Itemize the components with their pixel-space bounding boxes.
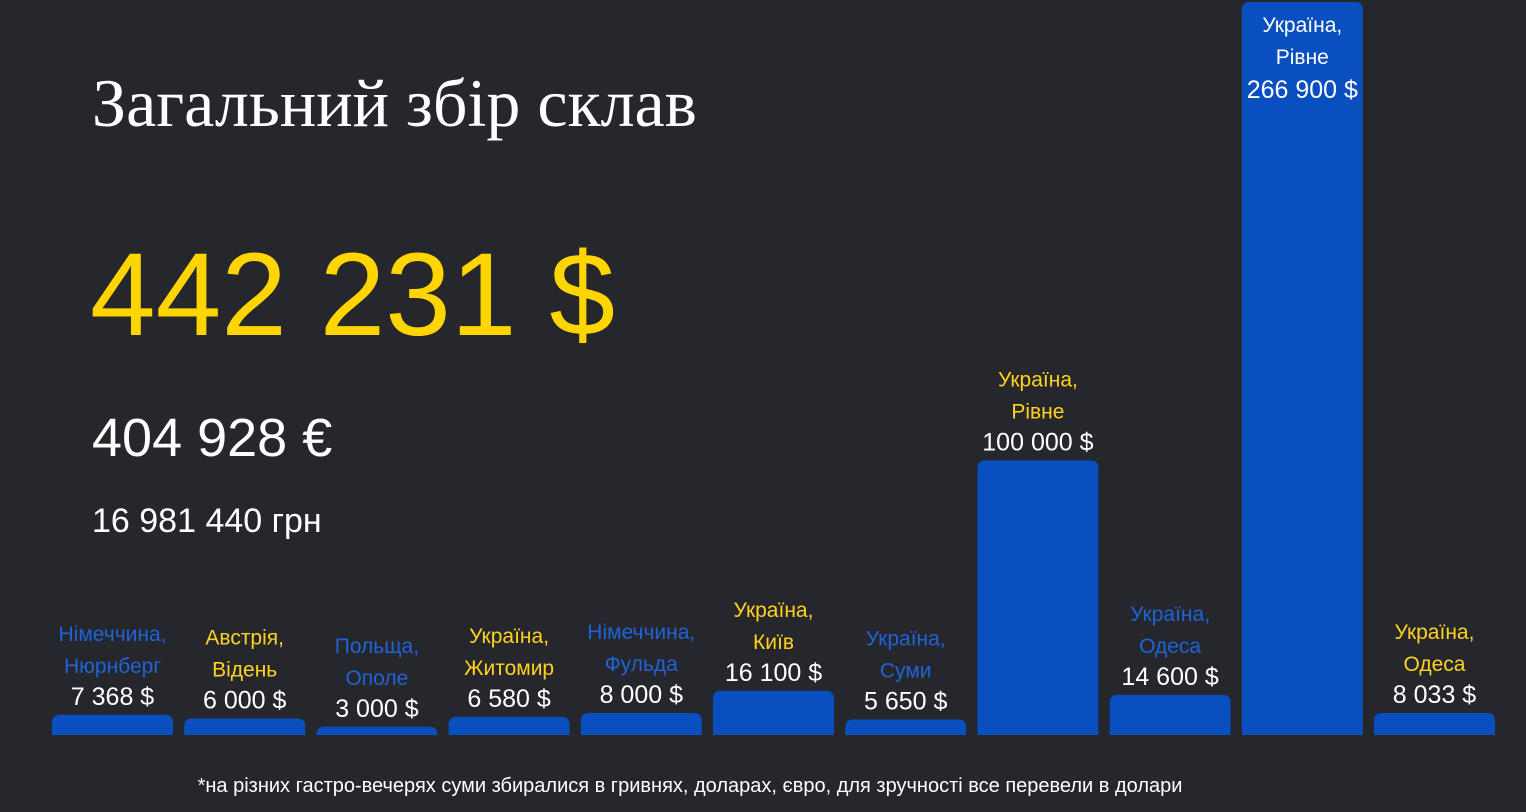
- bar: [1109, 694, 1231, 735]
- value-label: 8 000 $: [600, 681, 684, 709]
- bar: [977, 460, 1099, 735]
- category-label: Україна,: [1395, 621, 1475, 644]
- category-label: Україна,: [866, 627, 946, 650]
- category-label: Одеса: [1139, 635, 1201, 658]
- category-label: Україна,: [469, 625, 549, 648]
- title: Загальний збір склав: [92, 65, 697, 141]
- bar: [1241, 2, 1363, 735]
- category-label: Суми: [880, 659, 932, 682]
- category-label: Житомир: [464, 657, 554, 680]
- value-label: 5 650 $: [864, 687, 948, 715]
- value-label: 266 900 $: [1247, 76, 1358, 104]
- bar: [1374, 712, 1495, 735]
- bar: [316, 726, 438, 735]
- category-label: Ополе: [345, 667, 408, 690]
- category-label: Відень: [212, 659, 277, 682]
- category-label: Фульда: [605, 653, 678, 676]
- value-label: 100 000 $: [982, 428, 1093, 456]
- total-usd: 442 231 $: [90, 229, 615, 361]
- value-label: 7 368 $: [71, 683, 155, 711]
- category-label: Австрія,: [205, 627, 284, 650]
- bar: [845, 719, 967, 735]
- category-label: Україна,: [1262, 14, 1342, 37]
- category-label: Рівне: [1276, 46, 1329, 69]
- total-uah: 16 981 440 грн: [92, 502, 322, 540]
- category-label: Київ: [753, 631, 794, 654]
- value-label: 8 033 $: [1393, 681, 1477, 709]
- value-label: 14 600 $: [1121, 663, 1218, 691]
- bar: [184, 718, 306, 735]
- footnote: *на різних гастро-вечерях суми збиралися…: [198, 775, 1183, 797]
- category-label: Нюрнберг: [64, 655, 161, 678]
- total-eur: 404 928 €: [92, 408, 332, 468]
- value-label: 3 000 $: [335, 695, 419, 723]
- bar: [713, 690, 834, 735]
- bar: [580, 713, 702, 735]
- value-label: 16 100 $: [725, 659, 822, 687]
- category-label: Одеса: [1404, 653, 1466, 676]
- category-label: Рівне: [1011, 400, 1064, 423]
- category-label: Україна,: [734, 599, 814, 622]
- category-label: Німеччина,: [59, 623, 167, 646]
- value-label: 6 000 $: [203, 687, 287, 715]
- value-label: 6 580 $: [467, 685, 551, 713]
- bar: [448, 716, 570, 735]
- category-label: Україна,: [998, 368, 1078, 391]
- category-label: Німеччина,: [587, 621, 695, 644]
- category-label: Україна,: [1130, 603, 1210, 626]
- category-label: Польща,: [335, 635, 419, 658]
- bar: [52, 714, 173, 735]
